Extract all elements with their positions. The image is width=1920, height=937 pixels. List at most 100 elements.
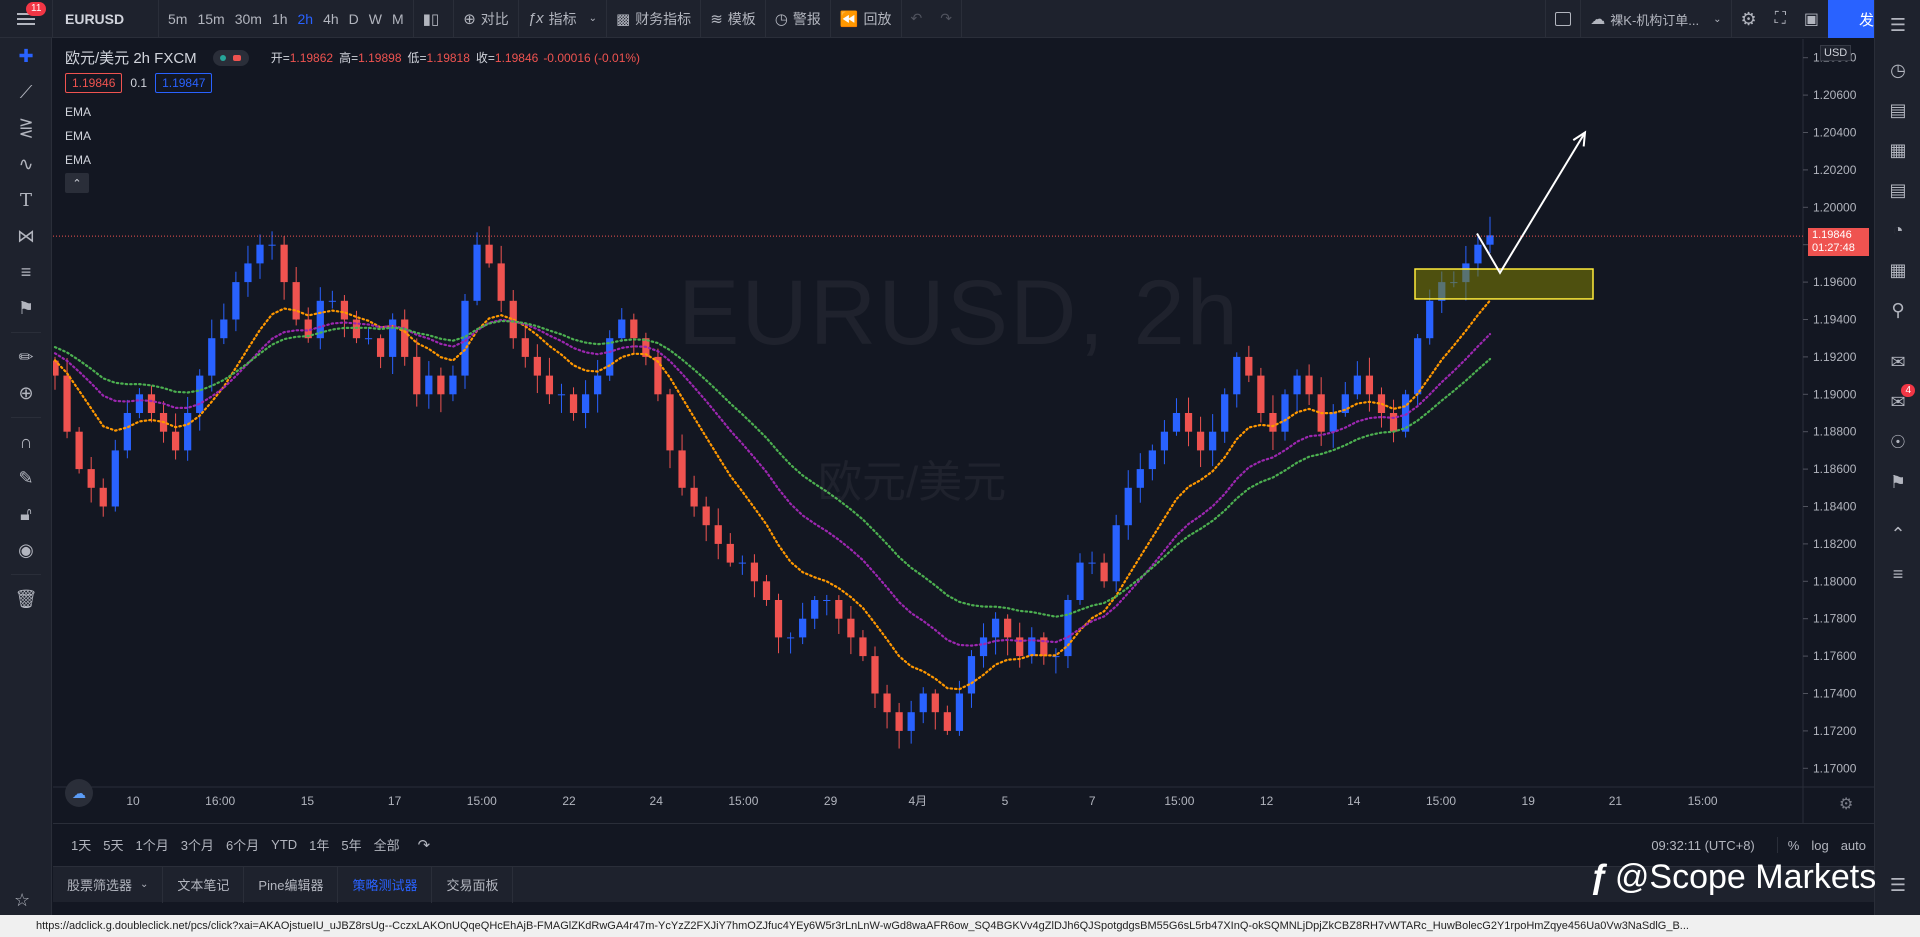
help-button[interactable]: ☰: [1875, 865, 1920, 905]
redo-button[interactable]: ↷: [931, 0, 961, 38]
currency-label[interactable]: USD: [1820, 45, 1852, 61]
candle-body: [726, 543, 734, 563]
timeframe-4h[interactable]: 4h: [323, 10, 339, 27]
range-button[interactable]: 1个月: [135, 838, 169, 853]
symbol-search-button[interactable]: EURUSD: [65, 10, 125, 27]
icons-tool[interactable]: ⚑: [0, 290, 52, 326]
hotlist-button[interactable]: ▤: [1875, 170, 1920, 210]
timeframe-30m[interactable]: 30m: [234, 10, 262, 27]
crosshair-icon: ✚: [18, 45, 34, 66]
legend-title[interactable]: 欧元/美元 2h FXCM: [65, 50, 197, 67]
price-tick-label: 1.19600: [1813, 275, 1857, 289]
bottom-tab[interactable]: 交易面板: [432, 866, 514, 903]
text-tool[interactable]: T: [0, 182, 52, 218]
undo-button[interactable]: ↶: [902, 0, 932, 38]
watchlist-button[interactable]: ☰: [1875, 0, 1920, 50]
goto-date-icon[interactable]: ↷: [417, 836, 431, 854]
auto-scale-toggle[interactable]: auto: [1840, 837, 1866, 853]
price-chart[interactable]: 1.208001.206001.204001.202001.200001.198…: [53, 39, 1874, 823]
bottom-tab[interactable]: 股票筛选器 ⌄: [53, 866, 164, 903]
main-menu-button[interactable]: 11: [0, 0, 52, 38]
streams-button[interactable]: ☉: [1875, 422, 1920, 462]
price-tick-label: 1.19000: [1813, 387, 1857, 401]
indicators-button[interactable]: ƒx 指标 ⌄: [519, 0, 606, 38]
range-button[interactable]: YTD: [271, 837, 298, 852]
collapse-legend-button[interactable]: ⌃: [65, 173, 89, 193]
chart-type-button[interactable]: ▮▯: [414, 0, 454, 38]
ideas-button[interactable]: ⚲: [1875, 290, 1920, 330]
screener-button[interactable]: ◔: [1875, 210, 1920, 250]
chats-button[interactable]: ✉: [1875, 342, 1920, 382]
data-window-button[interactable]: ▤: [1875, 90, 1920, 130]
buy-button[interactable]: 1.19847: [155, 73, 213, 93]
chart-pane[interactable]: 1.208001.206001.204001.202001.200001.198…: [53, 39, 1874, 823]
favorites-star-icon[interactable]: ☆: [14, 890, 31, 910]
pitchfork-tool[interactable]: ⋛: [0, 110, 52, 146]
tradingview-logo-button[interactable]: ☁: [65, 779, 93, 807]
templates-button[interactable]: ≋ 模板: [701, 0, 765, 38]
sell-button[interactable]: 1.19846: [65, 73, 123, 93]
timeframe-5m[interactable]: 5m: [168, 10, 188, 27]
candles-icon: ▮▯: [422, 10, 440, 28]
magnet-tool[interactable]: ∩: [0, 424, 52, 460]
candle-body: [413, 356, 421, 395]
bottom-tab[interactable]: Pine编辑器: [244, 866, 339, 903]
range-button[interactable]: 5天: [103, 838, 124, 853]
crosshair-tool[interactable]: ✚: [0, 38, 52, 74]
prediction-tool[interactable]: ≡: [0, 254, 52, 290]
bottom-tab[interactable]: 文本笔记: [163, 866, 245, 903]
clock-readout[interactable]: 09:32:11 (UTC+8): [1651, 837, 1755, 853]
log-scale-toggle[interactable]: log: [1811, 837, 1829, 853]
timeframe-2h[interactable]: 2h: [297, 10, 314, 27]
compare-button[interactable]: ⊕ 对比: [454, 0, 518, 38]
percent-scale-toggle[interactable]: %: [1787, 837, 1800, 853]
candle-body: [750, 562, 759, 582]
timeframe-W[interactable]: W: [368, 10, 382, 27]
candle-body: [1401, 394, 1410, 432]
range-button[interactable]: 5年: [341, 838, 362, 853]
hide-drawings-tool[interactable]: ◉: [0, 532, 52, 568]
dom-button[interactable]: ≡: [1875, 554, 1920, 594]
candle-body: [111, 450, 119, 507]
alert-button[interactable]: ◷ 警报: [766, 0, 830, 38]
dom-icon: ≡: [1892, 563, 1904, 584]
timeframe-D[interactable]: D: [348, 10, 359, 27]
candle-body: [1305, 375, 1313, 395]
browser-status-bar: https://adclick.g.doubleclick.net/pcs/cl…: [0, 915, 1920, 937]
brush-tool[interactable]: ∿: [0, 146, 52, 182]
range-button[interactable]: 全部: [373, 838, 400, 853]
alerts-button[interactable]: ◷: [1875, 50, 1920, 90]
candle-body: [220, 319, 228, 339]
ema-indicator-label[interactable]: EMA: [65, 129, 92, 143]
range-button[interactable]: 6个月: [225, 838, 260, 853]
timeframe-1h[interactable]: 1h: [271, 10, 288, 27]
financials-button[interactable]: ▩ 财务指标: [607, 0, 700, 38]
remove-drawings-tool[interactable]: 🗑︎: [0, 581, 52, 617]
news-button[interactable]: ▦: [1875, 130, 1920, 170]
snapshot-button[interactable]: ▣: [1795, 0, 1828, 38]
timeframe-15m[interactable]: 15m: [197, 10, 225, 27]
trendline-tool[interactable]: ⟋: [0, 74, 52, 110]
notifications-button[interactable]: ⚑: [1875, 462, 1920, 502]
lock-drawings-tool[interactable]: 🔓︎: [0, 496, 52, 532]
saved-layout-button[interactable]: ☁ 裸K-机构订单... ⌄: [1581, 0, 1730, 38]
market-status-indicator[interactable]: [212, 49, 249, 66]
order-panel-button[interactable]: ⌃: [1875, 514, 1920, 554]
pattern-tool[interactable]: ⋈: [0, 218, 52, 254]
layout-select-button[interactable]: [1546, 0, 1580, 38]
ema-indicator-label[interactable]: EMA: [65, 105, 92, 119]
range-button[interactable]: 1年: [309, 838, 330, 853]
zoom-tool[interactable]: ⊕: [0, 375, 52, 411]
replay-button[interactable]: ⏪ 回放: [831, 0, 901, 38]
timeframe-M[interactable]: M: [392, 10, 404, 27]
settings-button[interactable]: ⚙: [1732, 0, 1766, 38]
ruler-tool[interactable]: ✏: [0, 339, 52, 375]
stay-drawing-tool[interactable]: ✎: [0, 460, 52, 496]
calendar-button[interactable]: ▦: [1875, 250, 1920, 290]
range-button[interactable]: 1天: [71, 838, 92, 853]
bottom-tab[interactable]: 策略测试器: [338, 866, 433, 903]
ema-indicator-label[interactable]: EMA: [65, 153, 92, 167]
messages-button[interactable]: ✉ 4: [1875, 382, 1920, 422]
fullscreen-button[interactable]: ⛶: [1766, 0, 1795, 38]
range-button[interactable]: 3个月: [180, 838, 214, 853]
